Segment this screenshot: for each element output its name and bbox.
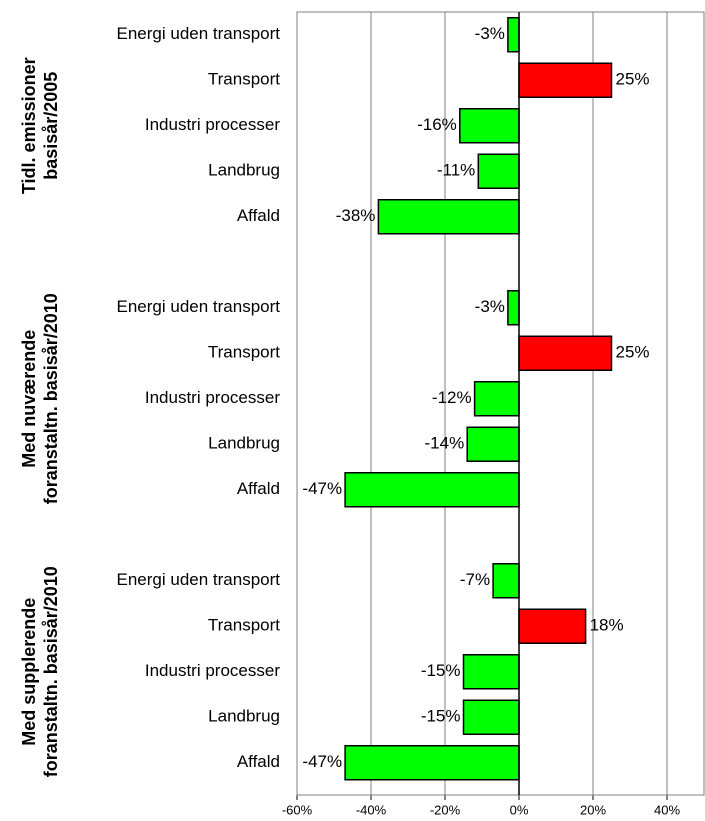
bar: [462, 699, 520, 735]
bar: [518, 62, 613, 98]
value-label: -12%: [432, 388, 472, 407]
x-tick-label: -60%: [282, 802, 313, 817]
value-label: -38%: [336, 206, 376, 225]
value-label: -47%: [302, 479, 342, 498]
category-label: Industri processer: [145, 661, 280, 680]
value-label: -14%: [425, 434, 465, 453]
group-label: Med supplerende: [19, 598, 39, 746]
value-label: -7%: [460, 570, 490, 589]
bar: [459, 108, 520, 144]
plot-frame: [296, 11, 705, 796]
bar: [507, 290, 520, 326]
value-label: -3%: [475, 24, 505, 43]
category-label: Transport: [208, 343, 280, 362]
category-label: Landbrug: [208, 434, 280, 453]
x-tick-label: -40%: [356, 802, 387, 817]
x-tick-label: 40%: [654, 802, 680, 817]
group-label: basisår/2005: [41, 72, 61, 180]
category-label: Landbrug: [208, 707, 280, 726]
bar: [344, 472, 520, 508]
bar: [518, 608, 587, 644]
value-label: -16%: [417, 115, 457, 134]
group-label: Med nuværende: [19, 330, 39, 468]
group-label: Tidl. emissioner: [19, 57, 39, 194]
category-label: Energi uden transport: [117, 570, 281, 589]
x-tick-label: 0%: [510, 802, 529, 817]
bar: [466, 426, 520, 462]
value-label: -15%: [421, 661, 461, 680]
value-label: -47%: [302, 752, 342, 771]
category-label: Transport: [208, 70, 280, 89]
bar: [377, 199, 520, 235]
bar: [492, 563, 520, 599]
value-label: -3%: [475, 297, 505, 316]
value-label: 25%: [616, 70, 650, 89]
group-label: foranstaltn. basisår/2010: [41, 566, 61, 777]
x-tick-label: -20%: [430, 802, 461, 817]
bar: [344, 745, 520, 781]
category-label: Energi uden transport: [117, 24, 281, 43]
bar: [462, 654, 520, 690]
category-label: Affald: [237, 206, 280, 225]
value-label: 18%: [590, 616, 624, 635]
value-label: -15%: [421, 707, 461, 726]
bar: [477, 153, 520, 189]
bar: [473, 381, 520, 417]
category-label: Energi uden transport: [117, 297, 281, 316]
bar: [507, 17, 520, 53]
value-label: 25%: [616, 343, 650, 362]
bar: [518, 335, 613, 371]
x-tick-label: 20%: [580, 802, 606, 817]
category-label: Transport: [208, 616, 280, 635]
category-label: Industri processer: [145, 388, 280, 407]
category-label: Affald: [237, 752, 280, 771]
value-label: -11%: [437, 161, 475, 180]
category-label: Landbrug: [208, 161, 280, 180]
group-label: foranstaltn. basisår/2010: [41, 293, 61, 504]
category-label: Industri processer: [145, 115, 280, 134]
category-label: Affald: [237, 479, 280, 498]
